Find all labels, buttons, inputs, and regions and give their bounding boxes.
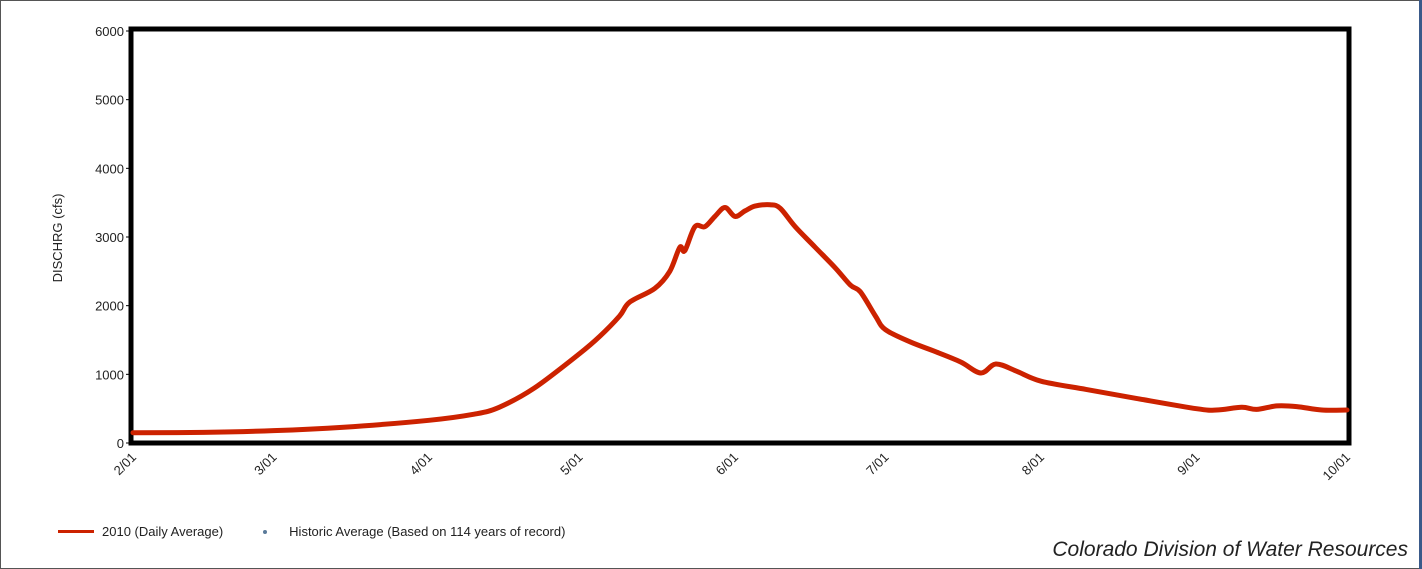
legend-item-historic: Historic Average (Based on 114 years of …	[263, 524, 565, 539]
legend: 2010 (Daily Average) Historic Average (B…	[58, 524, 605, 539]
series-line-2010	[130, 202, 1350, 436]
y-tick-label: 3000	[95, 230, 124, 245]
x-tick-label: 10/01	[1320, 450, 1354, 484]
legend-label-historic: Historic Average (Based on 114 years of …	[289, 524, 566, 539]
legend-dot-swatch	[263, 529, 268, 534]
y-tick-label: 6000	[95, 24, 124, 39]
x-tick-label: 8/01	[1019, 450, 1048, 479]
x-tick-label: 3/01	[251, 450, 280, 479]
window-edge	[1419, 0, 1422, 569]
y-tick-label: 4000	[95, 161, 124, 176]
x-tick-label: 7/01	[863, 450, 892, 479]
y-tick-label: 2000	[95, 299, 124, 314]
y-tick-label: 0	[117, 436, 124, 451]
legend-item-2010: 2010 (Daily Average)	[58, 524, 223, 539]
x-tick-label: 9/01	[1174, 450, 1203, 479]
x-tick-label: 2/01	[111, 450, 140, 479]
x-tick-label: 6/01	[713, 450, 742, 479]
y-axis-label: DISCHRG (cfs)	[50, 194, 65, 283]
x-tick-label: 4/01	[407, 450, 436, 479]
agency-credit: Colorado Division of Water Resources	[1052, 538, 1408, 561]
plot-area-border	[128, 26, 1352, 446]
legend-line-swatch	[58, 530, 94, 533]
y-tick-label: 1000	[95, 367, 124, 382]
x-tick-label: 5/01	[557, 450, 586, 479]
legend-label-2010: 2010 (Daily Average)	[102, 524, 224, 539]
y-tick-label: 5000	[95, 93, 124, 108]
